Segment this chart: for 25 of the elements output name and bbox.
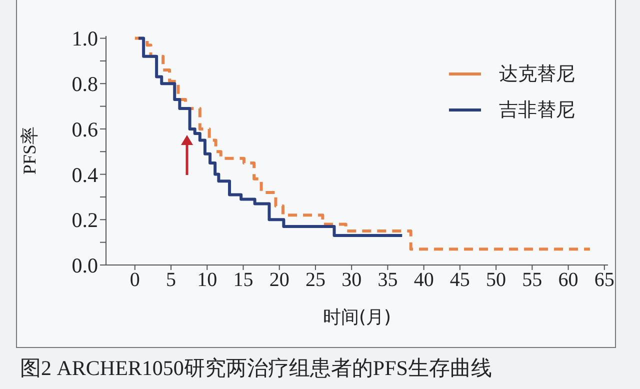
x-tick-label: 30 [342, 269, 362, 292]
y-tick-label: 0.4 [72, 162, 98, 187]
x-tick-label: 50 [486, 269, 506, 292]
y-tick-label: 0.0 [72, 253, 98, 278]
x-tick-label: 0 [130, 269, 140, 292]
x-tick-label: 25 [305, 269, 326, 292]
x-tick-label: 10 [197, 269, 218, 292]
x-tick-label: 5 [166, 269, 176, 292]
legend-label: 达克替尼 [499, 62, 575, 87]
legend-label: 吉非替尼 [499, 98, 575, 123]
x-axis-title: 时间(月) [322, 307, 392, 328]
x-tick-label: 55 [522, 269, 542, 292]
x-tick-label: 35 [378, 269, 398, 292]
x-tick-label: 45 [450, 269, 470, 292]
x-tick-label: 20 [269, 269, 290, 292]
x-tick-label: 65 [594, 269, 614, 292]
y-axis-title: PFS率 [19, 126, 40, 175]
y-tick-label: 0.2 [72, 208, 98, 232]
x-tick-label: 15 [233, 269, 254, 292]
caption: 图2 ARCHER1050研究两治疗组患者的PFS生存曲线 [20, 355, 492, 382]
y-tick-label: 0.6 [72, 117, 98, 142]
x-tick-label: 60 [558, 269, 578, 292]
y-tick-label: 0.8 [72, 72, 98, 96]
y-tick-label: 1.0 [72, 26, 98, 51]
x-tick-label: 40 [414, 269, 434, 292]
